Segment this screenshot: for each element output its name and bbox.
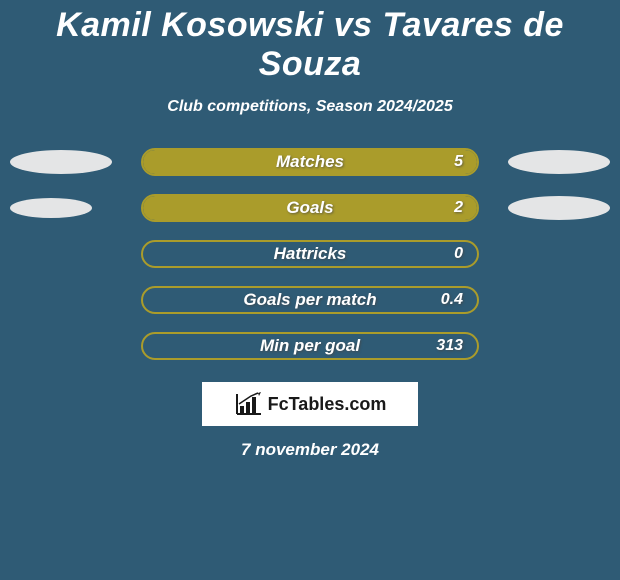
right-ellipse [508,150,610,174]
stat-row: Min per goal 313 [0,332,620,360]
stat-value: 0 [454,245,463,263]
stat-pill: Goals 2 [141,194,479,222]
stat-label: Goals per match [243,290,376,310]
stat-pill: Hattricks 0 [141,240,479,268]
stat-row: Goals per match 0.4 [0,286,620,314]
footer-date: 7 november 2024 [241,440,379,460]
stats-list: Matches 5 Goals 2 Hattricks 0 Goals per match 0… [0,148,620,360]
stat-row: Goals 2 [0,194,620,222]
logo-text: FcTables.com [268,394,387,415]
chart-icon [234,392,262,416]
stat-value: 0.4 [441,291,463,309]
stat-row: Matches 5 [0,148,620,176]
left-ellipse [10,198,92,218]
stat-value: 313 [436,337,463,355]
comparison-card: Kamil Kosowski vs Tavares de Souza Club … [0,0,620,460]
stat-value: 5 [454,153,463,171]
stat-value: 2 [454,199,463,217]
stat-pill: Goals per match 0.4 [141,286,479,314]
stat-pill: Min per goal 313 [141,332,479,360]
left-ellipse [10,150,112,174]
stat-label: Goals [286,198,333,218]
page-title: Kamil Kosowski vs Tavares de Souza [0,6,620,84]
page-subtitle: Club competitions, Season 2024/2025 [167,98,452,116]
stat-label: Matches [276,152,344,172]
stat-pill: Matches 5 [141,148,479,176]
stat-label: Hattricks [274,244,347,264]
right-ellipse [508,196,610,220]
logo-box: FcTables.com [202,382,418,426]
stat-label: Min per goal [260,336,360,356]
stat-row: Hattricks 0 [0,240,620,268]
